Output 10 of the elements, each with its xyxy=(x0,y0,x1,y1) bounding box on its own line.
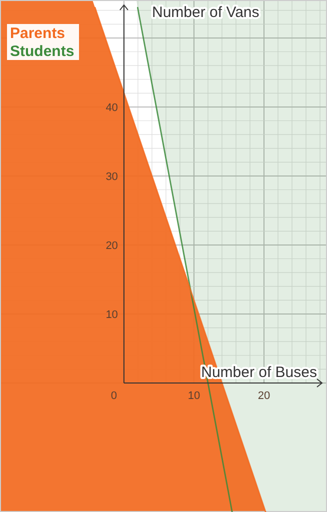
x-tick-label: 0 xyxy=(110,390,117,402)
y-tick-label: 40 xyxy=(106,102,118,114)
x-tick-label: 20 xyxy=(258,390,270,402)
x-tick-label: 10 xyxy=(188,390,200,402)
text: Parents xyxy=(10,25,66,42)
y-axis-title: Number of Vans xyxy=(152,4,260,21)
y-tick-label: 10 xyxy=(106,308,118,321)
y-tick-label: 20 xyxy=(106,240,118,252)
text: Students xyxy=(10,43,74,60)
y-tick-label: 30 xyxy=(106,170,118,183)
